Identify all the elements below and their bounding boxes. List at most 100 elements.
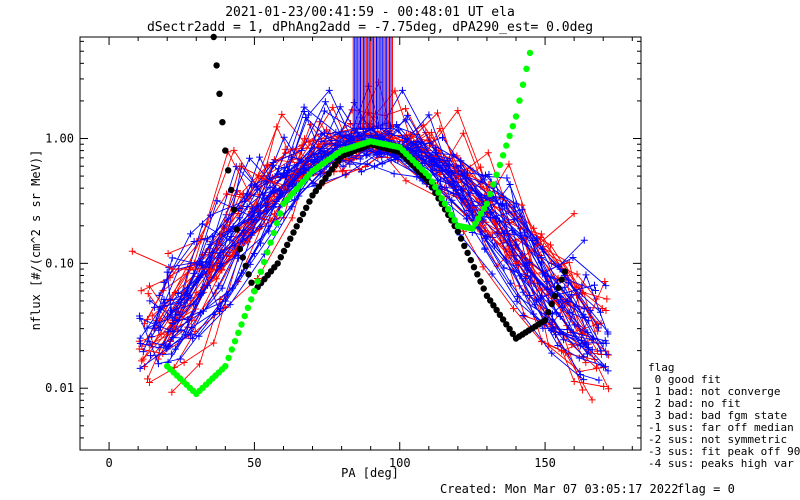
fit-dot — [451, 217, 458, 224]
data-marker — [288, 214, 296, 222]
fit-dot — [293, 223, 300, 230]
data-marker — [583, 350, 591, 358]
fit-dot — [496, 311, 504, 318]
data-marker — [490, 242, 498, 250]
fit-dot — [216, 90, 223, 98]
data-marker — [539, 324, 547, 332]
data-marker — [280, 133, 288, 141]
data-marker — [602, 339, 610, 347]
fit-dot — [493, 306, 500, 314]
legend-entry-3: 3 bad: bad fgm state — [648, 409, 787, 422]
data-marker — [588, 396, 596, 404]
data-marker — [459, 129, 467, 137]
fit-dot — [470, 264, 478, 271]
fit-dot — [445, 206, 452, 213]
series-marker — [236, 162, 244, 170]
data-marker — [538, 337, 546, 345]
data-marker — [378, 153, 386, 161]
data-marker — [248, 181, 256, 189]
fit-dot — [238, 321, 245, 328]
fit-dot — [219, 119, 226, 126]
fit-dot — [251, 287, 258, 295]
fit-dot — [477, 210, 485, 217]
data-marker — [240, 232, 248, 240]
data-marker — [156, 305, 164, 313]
data-marker — [218, 284, 226, 292]
data-marker — [329, 103, 337, 111]
data-marker — [212, 275, 220, 283]
data-marker — [150, 324, 158, 332]
data-marker — [565, 259, 573, 267]
data-marker — [280, 163, 288, 171]
data-marker — [321, 129, 329, 137]
data-marker — [529, 237, 537, 245]
data-marker — [578, 336, 586, 344]
data-marker — [206, 211, 214, 219]
data-marker — [301, 165, 309, 173]
fit-dot — [231, 338, 239, 345]
data-marker — [506, 180, 514, 188]
fit-dot — [222, 147, 229, 154]
data-marker — [448, 196, 456, 204]
legend-entry-4: -1 sus: far off median — [648, 421, 794, 434]
fit-dot — [273, 220, 281, 227]
legend-entry-7: -4 sus: peaks high var — [648, 457, 794, 470]
series-marker — [431, 162, 439, 170]
data-marker — [554, 341, 562, 349]
red-trace — [139, 153, 613, 393]
data-marker — [169, 334, 177, 342]
data-marker — [144, 375, 152, 383]
data-marker — [206, 240, 214, 248]
data-marker — [370, 162, 378, 170]
data-marker — [601, 363, 609, 371]
data-marker — [204, 281, 212, 289]
series-marker — [512, 259, 520, 267]
data-marker — [527, 273, 535, 281]
data-marker — [537, 230, 545, 238]
data-marker — [571, 321, 579, 329]
data-marker — [454, 107, 462, 115]
legend-entry-6: -3 sus: fit peak off 90 — [648, 445, 800, 458]
fit-dot — [267, 239, 274, 246]
fit-dot — [257, 268, 265, 275]
data-marker — [479, 263, 487, 271]
series-marker — [590, 281, 598, 289]
data-marker — [493, 230, 501, 238]
data-marker — [398, 86, 406, 94]
data-marker — [300, 107, 308, 115]
data-marker — [355, 132, 363, 140]
series-marker — [570, 210, 578, 218]
data-marker — [174, 289, 182, 297]
data-marker — [431, 148, 439, 156]
data-marker — [481, 245, 489, 253]
data-marker — [295, 192, 303, 200]
series-marker — [314, 140, 322, 148]
fit-dot — [228, 346, 235, 353]
blue-trace — [150, 132, 593, 352]
data-marker — [155, 291, 163, 299]
data-marker — [478, 172, 486, 180]
data-marker — [521, 228, 529, 236]
data-marker — [137, 287, 145, 295]
data-marker — [590, 335, 598, 343]
fit-dot — [274, 260, 281, 267]
data-marker — [598, 304, 606, 312]
data-marker — [378, 160, 386, 168]
fit-dot — [454, 228, 462, 235]
fit-dot — [523, 65, 530, 73]
fit-dot — [290, 229, 297, 236]
data-marker — [449, 190, 457, 198]
fit-dot — [335, 157, 342, 164]
fit-dot — [270, 229, 277, 237]
data-marker — [226, 301, 234, 309]
fit-dot — [428, 178, 436, 185]
fit-dot — [503, 321, 510, 328]
series-marker — [250, 249, 258, 257]
fit-dot — [464, 249, 471, 257]
data-marker — [249, 205, 257, 213]
data-marker — [557, 296, 565, 304]
data-marker — [176, 355, 184, 363]
trace-line — [151, 143, 599, 337]
fit-dot — [512, 113, 520, 120]
fit-dot — [506, 325, 513, 333]
